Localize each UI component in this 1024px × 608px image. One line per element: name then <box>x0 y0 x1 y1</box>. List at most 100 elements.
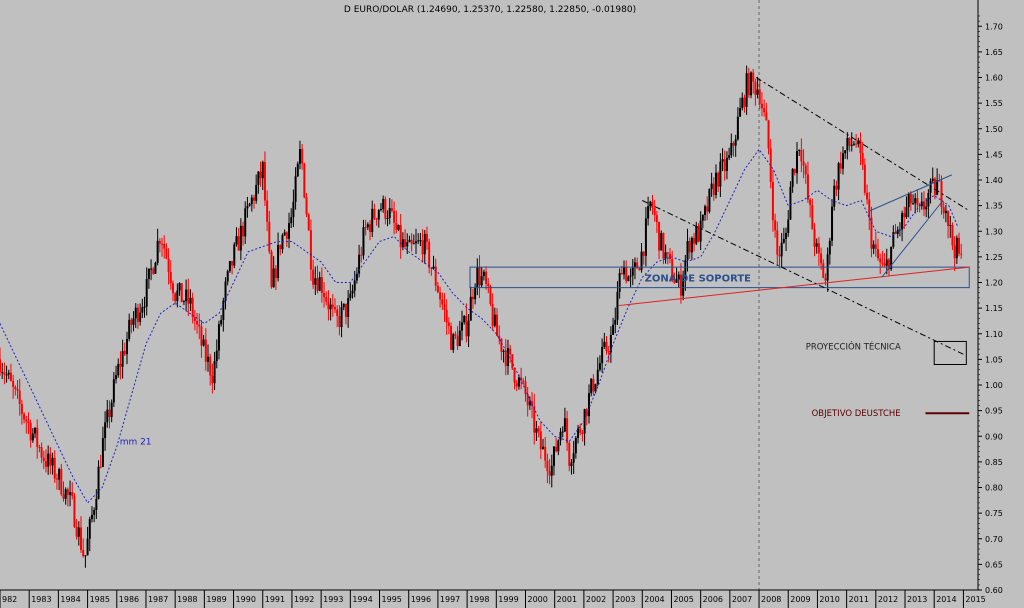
candle-body <box>653 208 656 216</box>
candle-body <box>644 218 647 256</box>
y-tick-label: 1.15 <box>985 304 1003 313</box>
moving-average-line <box>0 148 959 504</box>
candle-body <box>953 245 956 259</box>
candle-body <box>636 262 639 269</box>
candle-body <box>721 159 724 162</box>
candle-body <box>555 446 558 452</box>
candle-body <box>369 224 372 233</box>
candle-body <box>419 240 422 242</box>
candle-body <box>268 221 271 252</box>
candle-body <box>239 225 242 251</box>
candle-body <box>837 163 840 190</box>
deutsche-target-label: OBJETIVO DEUSTCHE <box>812 409 901 419</box>
candle-body <box>605 341 608 352</box>
candle-body <box>60 469 63 495</box>
x-tick-label: 1989 <box>206 595 226 604</box>
candle-body <box>450 326 453 350</box>
candle-body <box>642 251 645 256</box>
y-tick-label: 0.80 <box>985 484 1003 493</box>
candle-body <box>336 309 339 317</box>
candle-body <box>123 350 126 355</box>
candle-body <box>439 292 442 300</box>
candle-body <box>5 374 8 376</box>
x-tick-label: 2006 <box>703 595 723 604</box>
candle-body <box>822 263 825 278</box>
candle-body <box>97 466 100 499</box>
x-tick-label: 2001 <box>557 595 577 604</box>
mm21-label: mm 21 <box>120 437 152 447</box>
candle-body <box>423 233 426 255</box>
candle-body <box>202 339 205 346</box>
candle-body <box>415 241 418 244</box>
x-tick-label: 2011 <box>849 595 869 604</box>
candle-body <box>782 238 785 243</box>
candle-body <box>222 300 225 321</box>
candle-body <box>627 276 630 282</box>
candle-body <box>506 348 509 367</box>
candle-body <box>640 251 643 271</box>
candle-body <box>861 153 864 165</box>
candle-body <box>16 388 19 391</box>
candle-body <box>802 161 805 166</box>
candle-body <box>577 428 580 438</box>
candle-body <box>925 206 928 210</box>
candle-body <box>719 161 722 187</box>
candle-body <box>34 427 37 434</box>
candle-body <box>745 73 748 107</box>
candle-body <box>598 363 601 370</box>
candle-body <box>596 369 599 385</box>
candle-body <box>831 206 834 241</box>
candle-body <box>690 237 693 253</box>
candle-body <box>84 555 87 557</box>
candle-body <box>316 278 319 291</box>
candle-body <box>603 341 606 348</box>
candle-body <box>40 447 43 458</box>
candle-body <box>625 266 628 282</box>
y-tick-label: 1.40 <box>985 176 1003 185</box>
candle-body <box>750 72 753 96</box>
candle-body <box>896 229 899 234</box>
candle-body <box>728 155 731 158</box>
candle-body <box>877 248 880 259</box>
candle-body <box>401 239 404 248</box>
candle-body <box>609 334 612 353</box>
candle-body <box>139 312 142 322</box>
candle-body <box>213 361 216 384</box>
candle-body <box>835 185 838 190</box>
candle-body <box>684 260 687 279</box>
candle-body <box>259 171 262 179</box>
x-tick-label: 1995 <box>382 595 402 604</box>
candle-body <box>550 465 553 476</box>
y-axis-background <box>978 0 1024 608</box>
candle-body <box>517 377 520 387</box>
candle-body <box>454 334 457 336</box>
candle-body <box>732 142 735 146</box>
candle-body <box>329 304 332 310</box>
x-tick-label: 2015 <box>965 595 985 604</box>
candle-body <box>69 491 72 495</box>
candle-body <box>542 446 545 450</box>
y-tick-label: 0.70 <box>985 535 1003 544</box>
candle-body <box>537 428 540 432</box>
candle-body <box>528 401 531 406</box>
candle-body <box>176 290 179 302</box>
candle-body <box>647 206 650 219</box>
candle-body <box>955 237 958 259</box>
candle-body <box>947 210 950 227</box>
candle-body <box>44 461 47 467</box>
candle-body <box>417 240 420 242</box>
candle-body <box>303 163 306 198</box>
candle-body <box>741 97 744 109</box>
candle-body <box>281 235 284 250</box>
candle-body <box>907 193 910 208</box>
candle-body <box>524 381 527 395</box>
candle-body <box>471 296 474 300</box>
candle-body <box>252 197 255 201</box>
candle-body <box>730 142 733 156</box>
candle-body <box>115 375 118 380</box>
candle-body <box>397 224 400 230</box>
candle-body <box>671 258 674 282</box>
y-axis: 0.60 0.65 0.70 0.75 0.80 0.85 0.90 0.95 1.00 1.05… <box>977 0 1024 608</box>
candle-body <box>587 393 590 417</box>
